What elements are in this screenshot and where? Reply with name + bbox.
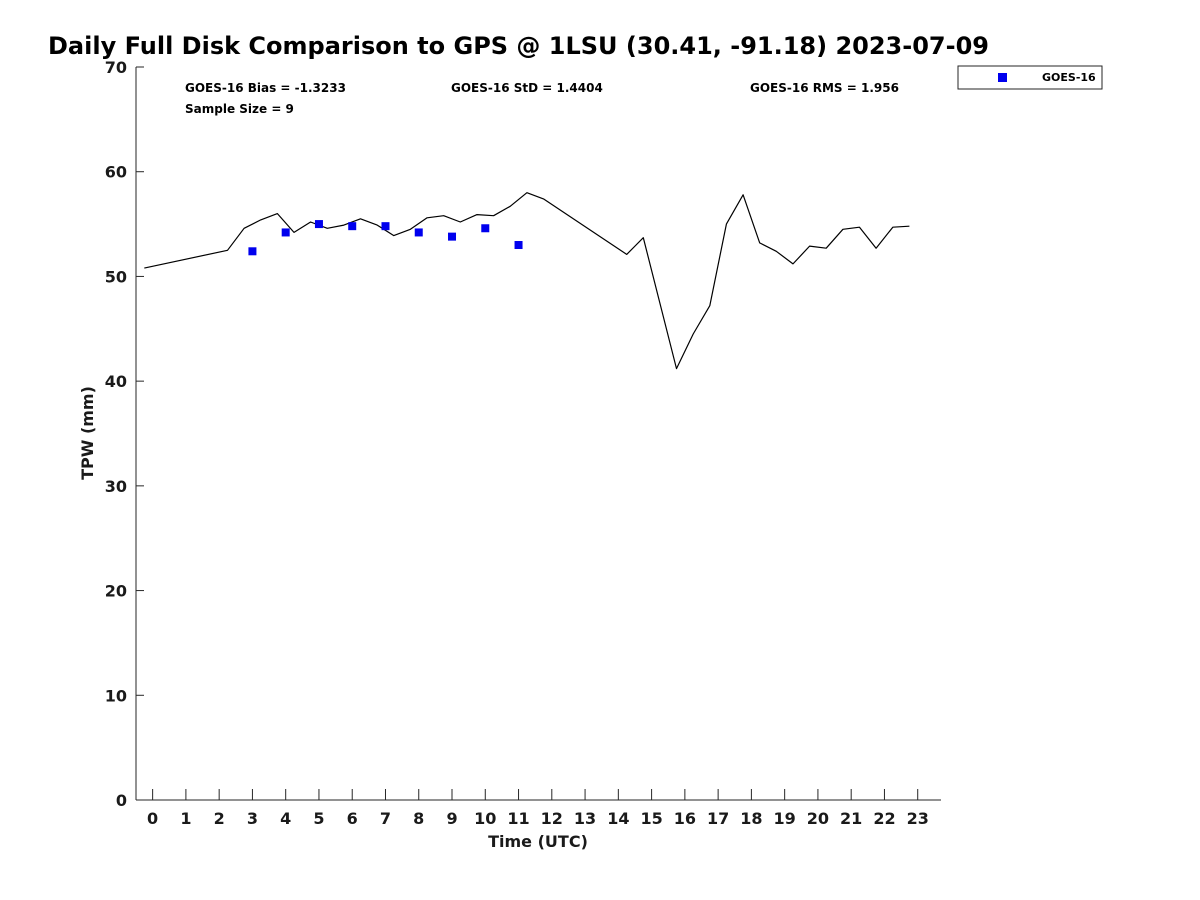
axes — [135, 67, 941, 801]
goes16-point — [448, 232, 457, 241]
x-tick-label: 5 — [313, 809, 324, 828]
y-tick-label: 40 — [105, 372, 127, 391]
x-tick-label: 20 — [807, 809, 829, 828]
x-tick-label: 6 — [347, 809, 358, 828]
x-tick-label: 12 — [541, 809, 563, 828]
x-tick-label: 22 — [873, 809, 895, 828]
goes16-point — [348, 222, 357, 231]
x-tick-label: 9 — [446, 809, 457, 828]
stat-sample-size: Sample Size = 9 — [185, 102, 294, 116]
goes16-point — [248, 247, 257, 256]
y-tick-label: 50 — [105, 267, 127, 286]
goes16-point — [281, 228, 290, 237]
x-tick-label: 7 — [380, 809, 391, 828]
x-tick-label: 21 — [840, 809, 862, 828]
y-tick-label: 30 — [105, 477, 127, 496]
stat-bias: GOES-16 Bias = -1.3233 — [185, 81, 346, 95]
legend-marker-goes16 — [998, 73, 1007, 82]
x-tick-label: 3 — [247, 809, 258, 828]
x-tick-label: 16 — [674, 809, 696, 828]
x-tick-label: 17 — [707, 809, 729, 828]
y-tick-label: 0 — [116, 791, 127, 810]
y-ticks: 0 10 20 30 40 50 60 70 — [105, 58, 144, 810]
x-tick-label: 19 — [774, 809, 796, 828]
legend: GOES-16 — [957, 65, 1103, 90]
goes16-point — [314, 220, 323, 229]
x-tick-label: 14 — [607, 809, 629, 828]
x-tick-label: 4 — [280, 809, 291, 828]
x-tick-label: 8 — [413, 809, 424, 828]
legend-label-goes16: GOES-16 — [1042, 71, 1096, 84]
y-tick-label: 10 — [105, 686, 127, 705]
y-axis-label: TPW (mm) — [78, 386, 97, 480]
gps-tpw-line — [144, 192, 910, 370]
x-tick-label: 11 — [507, 809, 529, 828]
goes16-point — [514, 241, 523, 250]
stat-std: GOES-16 StD = 1.4404 — [451, 81, 603, 95]
x-tick-label: 23 — [907, 809, 929, 828]
x-tick-label: 15 — [640, 809, 662, 828]
x-tick-label: 13 — [574, 809, 596, 828]
y-tick-label: 70 — [105, 58, 127, 77]
stat-rms: GOES-16 RMS = 1.956 — [750, 81, 899, 95]
x-tick-label: 18 — [740, 809, 762, 828]
x-ticks: 0 1 2 3 4 5 6 7 8 9 10 11 12 13 14 15 16 17 18 19 20 21 22 23 — [147, 789, 929, 828]
legend-box — [957, 65, 1103, 90]
x-tick-label: 0 — [147, 809, 158, 828]
goes16-point — [381, 222, 390, 231]
plot-area — [144, 192, 910, 370]
x-tick-label: 1 — [180, 809, 191, 828]
y-tick-label: 20 — [105, 582, 127, 601]
goes16-point — [414, 228, 423, 237]
x-axis-label: Time (UTC) — [488, 832, 588, 851]
y-tick-label: 60 — [105, 163, 127, 182]
stats-annotations: GOES-16 Bias = -1.3233 GOES-16 StD = 1.4… — [185, 81, 899, 116]
chart-title: Daily Full Disk Comparison to GPS @ 1LSU… — [48, 32, 989, 60]
x-tick-label: 2 — [214, 809, 225, 828]
goes16-point — [481, 224, 490, 233]
x-tick-label: 10 — [474, 809, 496, 828]
